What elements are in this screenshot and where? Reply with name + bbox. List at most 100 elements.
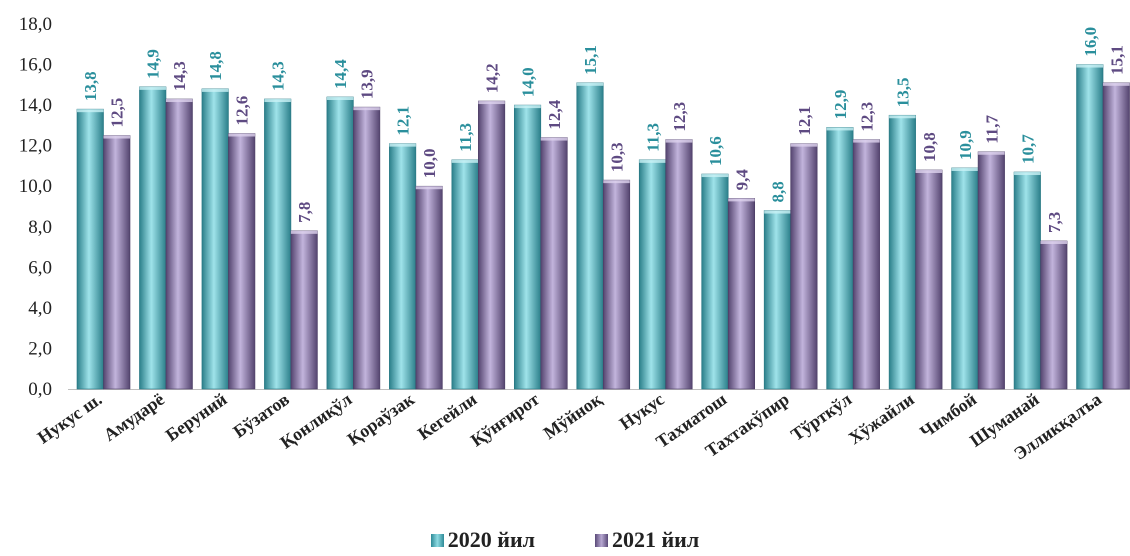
bar-top-bevel — [514, 105, 541, 109]
bar-2020 — [1013, 171, 1041, 390]
bar-top-bevel — [790, 143, 818, 147]
bar-2021 — [727, 198, 756, 390]
data-label: 16,0 — [1081, 27, 1100, 57]
bars — [76, 64, 1130, 390]
bar-top-bevel — [1076, 64, 1104, 68]
bar-top-bevel — [415, 186, 443, 190]
bar-top-bevel — [478, 101, 505, 105]
bar-top-bevel — [701, 174, 729, 178]
y-tick-label: 2,0 — [28, 338, 52, 359]
legend-item-2021: 2021 йил — [595, 527, 699, 553]
x-tick-label: Қўнғирот — [467, 389, 543, 451]
bar-top-bevel — [201, 88, 229, 92]
data-label: 14,4 — [331, 59, 350, 89]
bar-2020 — [451, 159, 479, 390]
bar-2020 — [513, 104, 542, 390]
bar-2020 — [201, 88, 229, 390]
legend-swatch-2021 — [595, 533, 608, 547]
data-label: 10,3 — [608, 142, 627, 172]
data-label: 10,6 — [706, 136, 725, 166]
x-tick-label: Нукус — [616, 389, 668, 434]
bar-top-bevel — [326, 97, 354, 100]
bar-2021 — [228, 133, 256, 390]
bar-top-bevel — [1040, 240, 1068, 244]
bar-top-bevel — [889, 115, 916, 119]
x-tick-label: Тўрткўл — [787, 389, 855, 445]
bar-2021 — [602, 179, 631, 390]
bar-2020 — [76, 108, 104, 390]
data-label: 11,7 — [982, 114, 1001, 143]
data-label: 14,8 — [206, 51, 225, 81]
bar-top-bevel — [826, 127, 854, 131]
bar-2021 — [1040, 240, 1068, 390]
x-tick-label: Қораўзак — [344, 389, 419, 450]
bar-2020 — [951, 167, 979, 390]
data-label: 11,3 — [643, 123, 662, 152]
bar-top-bevel — [853, 139, 880, 143]
bar-2021 — [915, 169, 943, 390]
bar-top-bevel — [103, 135, 130, 139]
data-label: 8,8 — [768, 181, 787, 202]
bar-2020 — [763, 210, 791, 390]
data-label: 12,1 — [394, 106, 413, 136]
y-tick-label: 16,0 — [19, 55, 52, 76]
data-label: 12,3 — [857, 102, 876, 132]
bar-top-bevel — [728, 198, 755, 202]
bar-2021 — [852, 139, 880, 390]
bar-2020 — [826, 127, 854, 390]
x-tick-label: Хўжайли — [845, 389, 918, 448]
data-label: 9,4 — [732, 169, 751, 191]
bar-top-bevel — [540, 137, 568, 141]
legend-label-2020: 2020 йил — [447, 527, 535, 552]
bar-top-bevel — [1103, 82, 1130, 86]
bar-top-bevel — [764, 210, 791, 214]
bar-top-bevel — [603, 180, 630, 184]
y-tick-label: 10,0 — [19, 176, 52, 197]
bar-top-bevel — [228, 133, 255, 137]
data-label: 7,3 — [1045, 212, 1064, 233]
y-tick-label: 12,0 — [19, 136, 52, 157]
bar-2021 — [1102, 82, 1130, 390]
legend-label-2021: 2021 йил — [612, 527, 700, 552]
bar-2020 — [888, 114, 916, 390]
bar-top-bevel — [353, 107, 380, 111]
bar-2021 — [103, 135, 131, 390]
data-label: 10,9 — [956, 130, 975, 160]
bar-top-bevel — [576, 82, 604, 86]
legend-swatch-2020 — [430, 533, 444, 547]
legend-item-2020: 2020 йил — [430, 527, 535, 553]
bar-2021 — [353, 106, 381, 390]
bar-2020 — [326, 96, 354, 390]
bar-top-bevel — [1014, 172, 1041, 176]
bar-2020 — [1076, 64, 1104, 390]
data-label: 13,8 — [81, 71, 100, 101]
y-tick-label: 8,0 — [28, 217, 52, 238]
y-tick-label: 0,0 — [28, 379, 52, 400]
bar-top-bevel — [77, 109, 104, 113]
data-label: 14,9 — [144, 49, 163, 79]
data-label: 12,9 — [831, 90, 850, 120]
bar-top-bevel — [290, 230, 318, 234]
bar-top-bevel — [915, 170, 943, 173]
bar-2021 — [165, 98, 193, 390]
data-label: 10,7 — [1018, 134, 1037, 164]
bar-2020 — [638, 159, 667, 390]
data-label: 7,8 — [295, 202, 314, 223]
bar-2020 — [389, 143, 417, 390]
x-tick-label: Мўйноқ — [540, 389, 606, 444]
data-label: 14,0 — [519, 67, 538, 97]
bar-top-bevel — [951, 167, 979, 171]
bar-2021 — [540, 137, 568, 390]
bar-2020 — [139, 86, 167, 390]
data-label: 15,1 — [581, 45, 600, 75]
bar-top-bevel — [451, 159, 479, 163]
y-tick-label: 6,0 — [28, 257, 52, 278]
data-label: 14,3 — [170, 61, 189, 91]
bar-2020 — [701, 173, 729, 390]
bar-top-bevel — [389, 143, 416, 147]
data-label: 12,1 — [795, 106, 814, 136]
y-tick-label: 18,0 — [19, 14, 52, 35]
x-tick-label: Қонлиқўл — [276, 389, 355, 453]
legend: 2020 йил 2021 йил — [0, 527, 1130, 553]
